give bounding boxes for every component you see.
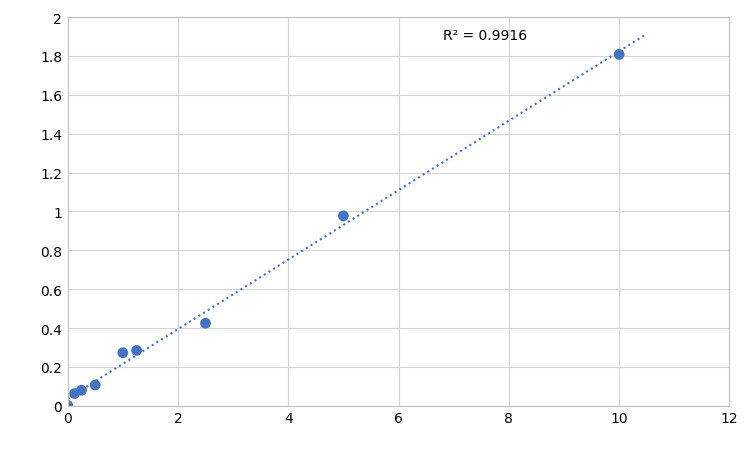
Point [131, 347, 143, 354]
Point [117, 350, 129, 357]
Text: R² = 0.9916: R² = 0.9916 [443, 29, 527, 43]
Point [613, 52, 625, 59]
Point [89, 382, 102, 389]
Point [62, 402, 74, 409]
Point [199, 320, 211, 327]
Point [75, 387, 87, 394]
Point [68, 390, 80, 397]
Point [338, 213, 350, 220]
